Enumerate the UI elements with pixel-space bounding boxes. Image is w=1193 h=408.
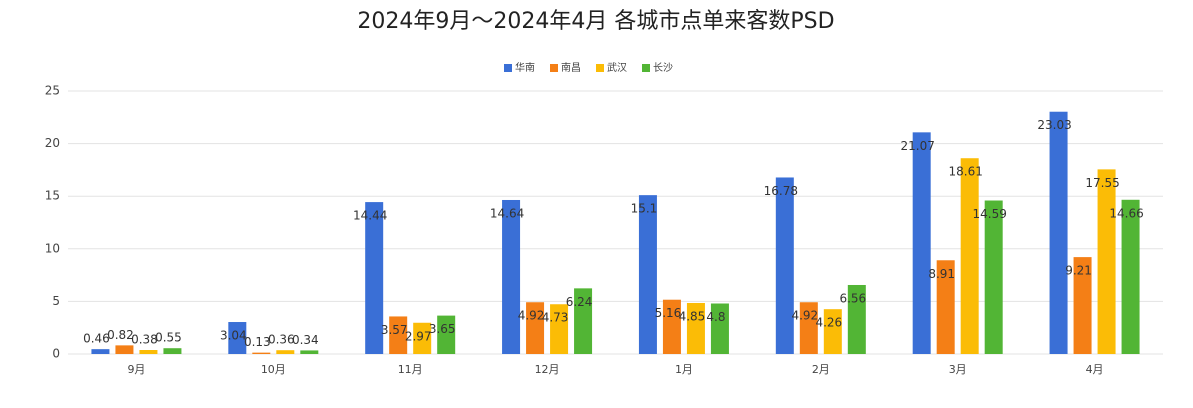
data-label: 4.92	[791, 309, 818, 323]
data-label: 14.44	[353, 209, 387, 223]
bar	[984, 200, 1003, 354]
bar	[300, 350, 319, 354]
data-label: 0.55	[155, 331, 182, 345]
bar	[960, 158, 979, 354]
legend-label: 武汉	[607, 61, 627, 74]
x-tick-label: 10月	[261, 363, 286, 376]
x-tick-label: 1月	[675, 363, 693, 376]
x-tick-label: 4月	[1086, 363, 1104, 376]
x-tick-label: 3月	[949, 363, 967, 376]
bar	[638, 195, 657, 354]
data-label: 0.82	[107, 328, 134, 342]
y-tick-label: 15	[45, 189, 60, 203]
legend-label: 南昌	[561, 61, 581, 74]
x-tick-label: 2月	[812, 363, 830, 376]
data-label: 3.57	[381, 323, 408, 337]
bar	[1097, 169, 1116, 354]
legend-label: 长沙	[653, 62, 673, 74]
bar	[936, 260, 955, 354]
data-label: 0.13	[244, 335, 271, 349]
data-label: 3.65	[429, 322, 456, 336]
bar	[1049, 111, 1068, 355]
y-tick-label: 20	[45, 136, 60, 150]
data-label: 4.92	[518, 309, 545, 323]
bar	[276, 350, 295, 354]
data-label: 17.55	[1085, 176, 1119, 190]
bar	[823, 309, 842, 354]
bar	[389, 316, 408, 354]
bar	[163, 348, 182, 354]
data-label: 15.1	[631, 202, 658, 216]
bar	[115, 345, 134, 354]
data-label: 23.03	[1037, 118, 1071, 132]
data-label: 8.91	[928, 267, 955, 281]
data-label: 14.59	[973, 207, 1007, 221]
data-label: 0.46	[83, 332, 110, 346]
bar	[139, 350, 158, 354]
bar	[526, 302, 545, 354]
bar	[437, 315, 456, 354]
legend-label: 华南	[515, 61, 535, 74]
x-tick-label: 9月	[127, 363, 145, 376]
data-label: 21.07	[901, 139, 935, 153]
bar	[91, 349, 110, 354]
bar	[365, 202, 384, 354]
bar	[550, 304, 569, 354]
bar	[502, 199, 521, 354]
bar	[710, 303, 729, 354]
legend-swatch	[550, 64, 558, 72]
data-label: 4.73	[542, 311, 569, 325]
data-label: 4.26	[815, 316, 842, 330]
bar	[1121, 199, 1140, 354]
legend-swatch	[596, 64, 604, 72]
data-label: 5.16	[655, 306, 682, 320]
data-label: 6.24	[566, 295, 593, 309]
data-label: 6.56	[839, 291, 866, 305]
bar	[252, 352, 271, 354]
bar	[686, 302, 705, 354]
data-label: 2.97	[405, 329, 432, 343]
data-label: 14.66	[1109, 206, 1143, 220]
legend-swatch	[504, 64, 512, 72]
data-label: 4.85	[679, 309, 706, 323]
bar	[775, 177, 794, 354]
x-tick-label: 12月	[535, 363, 560, 376]
bar	[1073, 257, 1092, 354]
bar	[912, 132, 931, 354]
bar	[847, 284, 866, 354]
data-label: 4.8	[706, 310, 725, 324]
y-tick-label: 5	[52, 294, 60, 308]
legend-swatch	[642, 64, 650, 72]
y-tick-label: 10	[45, 241, 60, 255]
data-label: 0.34	[292, 333, 319, 347]
data-label: 0.36	[268, 333, 295, 347]
chart-title: 2024年9月～2024年4月 各城市点单来客数PSD	[357, 9, 834, 34]
data-label: 3.04	[220, 329, 247, 343]
data-label: 9.21	[1065, 264, 1092, 278]
bar	[799, 302, 818, 354]
bar	[574, 288, 593, 354]
data-label: 16.78	[764, 184, 798, 198]
x-tick-label: 11月	[398, 363, 423, 376]
y-tick-label: 25	[45, 84, 60, 98]
bar	[662, 299, 681, 354]
bar	[413, 322, 432, 354]
data-label: 0.38	[131, 333, 158, 347]
y-tick-label: 0	[52, 347, 60, 361]
bar	[228, 322, 247, 354]
data-label: 18.61	[949, 165, 983, 179]
data-label: 14.64	[490, 206, 524, 220]
